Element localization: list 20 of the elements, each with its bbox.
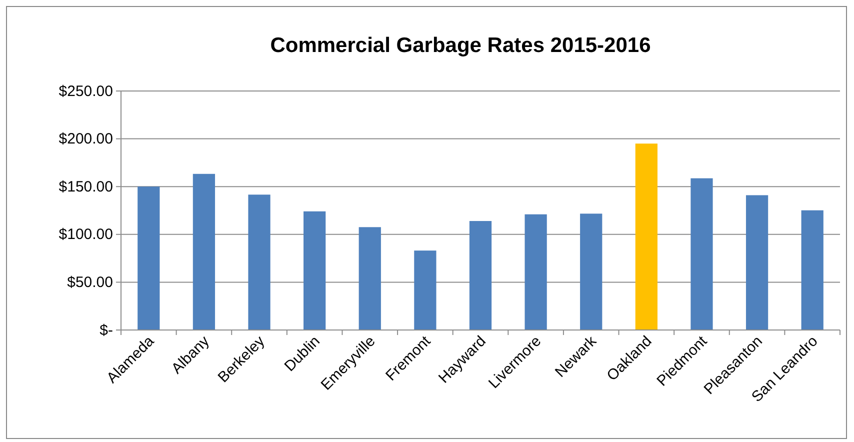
y-tick-label: $250.00 [58, 82, 113, 100]
chart-title: Commercial Garbage Rates 2015-2016 [270, 34, 651, 57]
y-tick-label: $- [100, 322, 113, 339]
bar [304, 211, 326, 330]
bar [580, 214, 602, 330]
bar [192, 174, 216, 330]
y-tick-label: $50.00 [67, 274, 113, 291]
bar [358, 227, 381, 330]
y-tick-label: $150.00 [58, 178, 113, 196]
bar [524, 214, 547, 330]
bar [801, 210, 824, 330]
bar [248, 194, 270, 330]
bar [635, 144, 658, 330]
bar [414, 250, 436, 330]
bar [690, 178, 713, 330]
y-tick-label: $100.00 [58, 226, 113, 244]
bar [138, 186, 160, 330]
bar [746, 195, 768, 330]
bar [469, 221, 492, 330]
y-tick-label: $200.00 [58, 130, 113, 148]
